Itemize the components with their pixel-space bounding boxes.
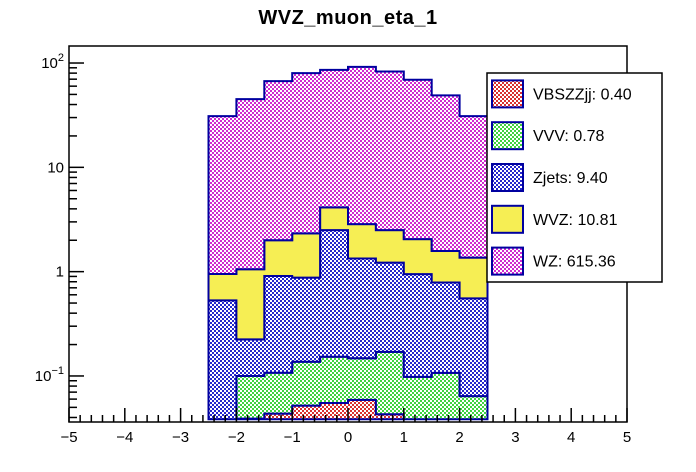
legend-item-WZ: WZ: 615.36 <box>491 246 616 276</box>
plot-title: WVZ_muon_eta_1 <box>258 7 438 29</box>
legend-item-VBSZZjj: VBSZZjj: 0.40 <box>491 79 632 109</box>
legend-label-VBSZZjj: VBSZZjj: 0.40 <box>533 86 632 103</box>
x-tick-label: 5 <box>623 429 631 446</box>
x-tick-label: −1 <box>284 429 301 446</box>
legend-swatch-VBSZZjj <box>491 79 524 109</box>
legend-swatch-WVZ <box>491 204 524 234</box>
x-axis-labels: −5 −4 −3 −2 −1 0 1 2 3 4 5 <box>60 429 631 446</box>
y-tick-label: 10 <box>47 159 64 176</box>
y-tick-label: 102 <box>41 52 64 72</box>
legend-swatch-WZ <box>491 246 524 276</box>
x-tick-label: −5 <box>60 429 77 446</box>
y-tick-label: 10−1 <box>35 365 64 385</box>
legend-label-Zjets: Zjets: 9.40 <box>533 170 608 187</box>
legend-box: VBSZZjj: 0.40 VVV: 0.78 Zjets: 9.40 WVZ: 10… <box>486 72 663 283</box>
x-tick-label: −2 <box>228 429 245 446</box>
y-axis-labels: 102 10 1 10−1 <box>35 52 64 385</box>
legend-item-WVZ: WVZ: 10.81 <box>491 204 618 234</box>
x-tick-label: 0 <box>344 429 352 446</box>
legend-label-WZ: WZ: 615.36 <box>533 254 616 271</box>
legend-swatch-VVV <box>491 121 524 151</box>
x-tick-label: −4 <box>116 429 133 446</box>
legend-swatch-Zjets <box>491 163 524 192</box>
x-tick-label: −3 <box>172 429 189 446</box>
x-tick-label: 4 <box>567 429 575 446</box>
legend-label-WVZ: WVZ: 10.81 <box>533 212 618 229</box>
legend-label-VVV: VVV: 0.78 <box>533 128 605 145</box>
x-tick-label: 2 <box>455 429 463 446</box>
x-tick-label: 3 <box>511 429 519 446</box>
x-tick-label: 1 <box>400 429 408 446</box>
y-tick-label: 1 <box>56 264 64 281</box>
legend-item-Zjets: Zjets: 9.40 <box>491 163 608 192</box>
legend-item-VVV: VVV: 0.78 <box>491 121 605 151</box>
